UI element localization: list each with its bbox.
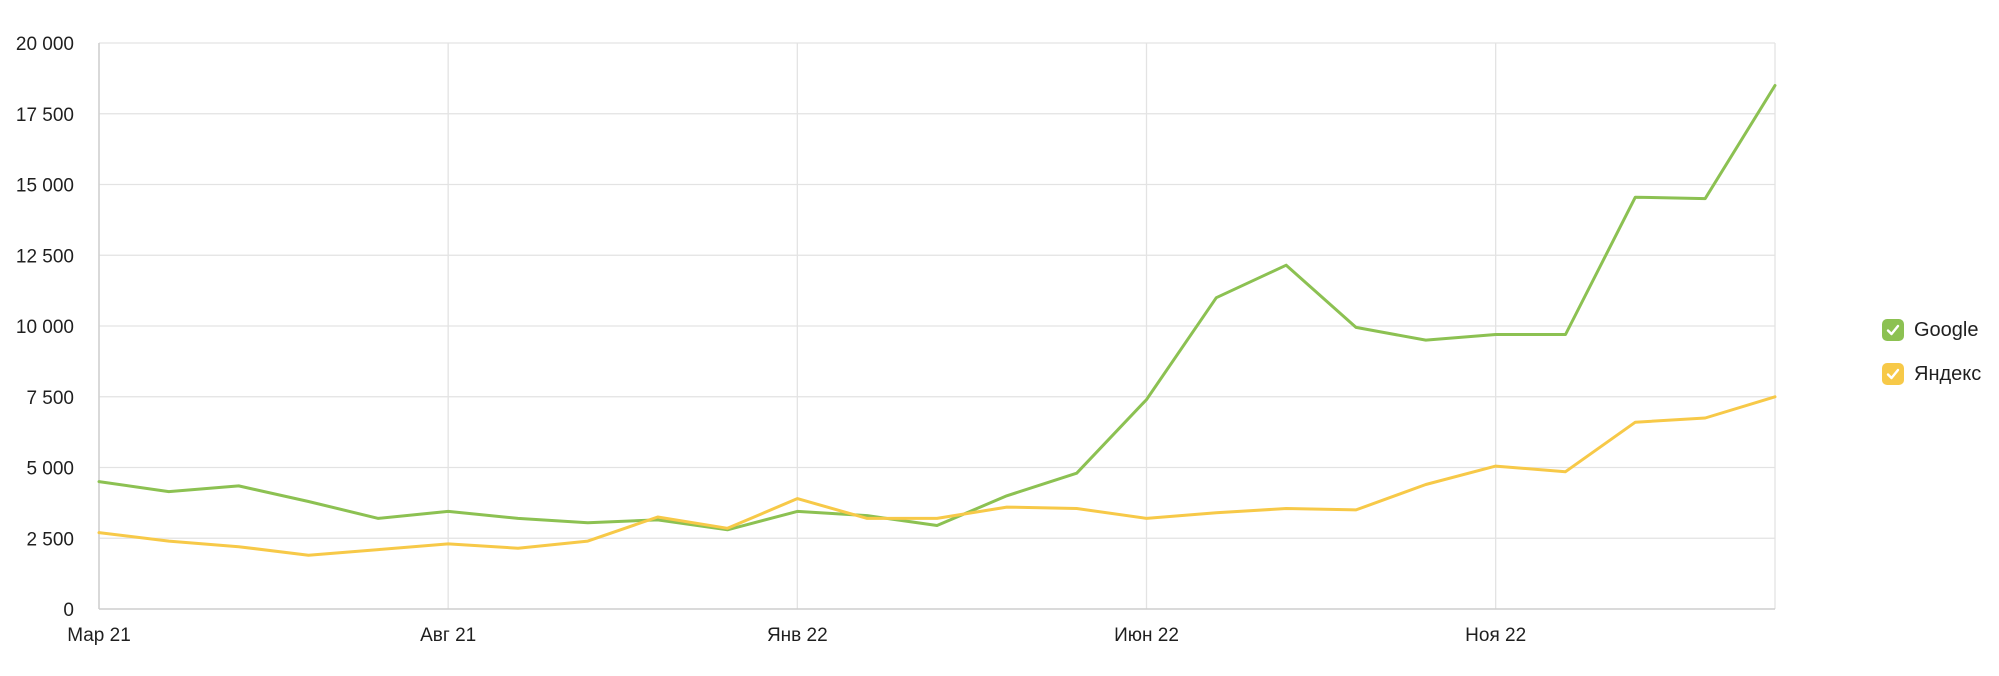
x-tick-label: Июн 22 (1114, 625, 1179, 646)
legend-label: Яндекс (1914, 362, 1982, 385)
series (97, 84, 1777, 557)
legend-item-yandex[interactable]: Яндекс (1882, 352, 1981, 396)
x-tick-label: Ноя 22 (1465, 625, 1526, 646)
check-icon (1882, 363, 1904, 385)
check-icon (1882, 319, 1904, 341)
y-tick-label: 17 500 (16, 105, 74, 126)
y-tick-label: 7 500 (26, 388, 74, 409)
y-tick-label: 12 500 (16, 246, 74, 267)
y-tick-label: 2 500 (26, 529, 74, 550)
x-tick-label: Янв 22 (767, 625, 828, 646)
legend-label: Google (1914, 318, 1979, 341)
y-tick-label: 15 000 (16, 176, 74, 197)
y-tick-label: 20 000 (16, 34, 74, 55)
legend: Google Яндекс (1882, 308, 1981, 396)
legend-item-google[interactable]: Google (1882, 308, 1981, 352)
series-line-yandex (97, 395, 1777, 557)
y-tick-label: 5 000 (26, 459, 74, 480)
series-line-google (97, 84, 1777, 532)
y-tick-label: 10 000 (16, 317, 74, 338)
axes: 0 2 500 5 000 7 500 10 000 12 500 15 000 17 500… (16, 34, 1775, 646)
y-tick-label: 0 (63, 600, 74, 621)
x-tick-label: Авг 21 (420, 625, 476, 646)
x-tick-label: Мар 21 (67, 625, 131, 646)
